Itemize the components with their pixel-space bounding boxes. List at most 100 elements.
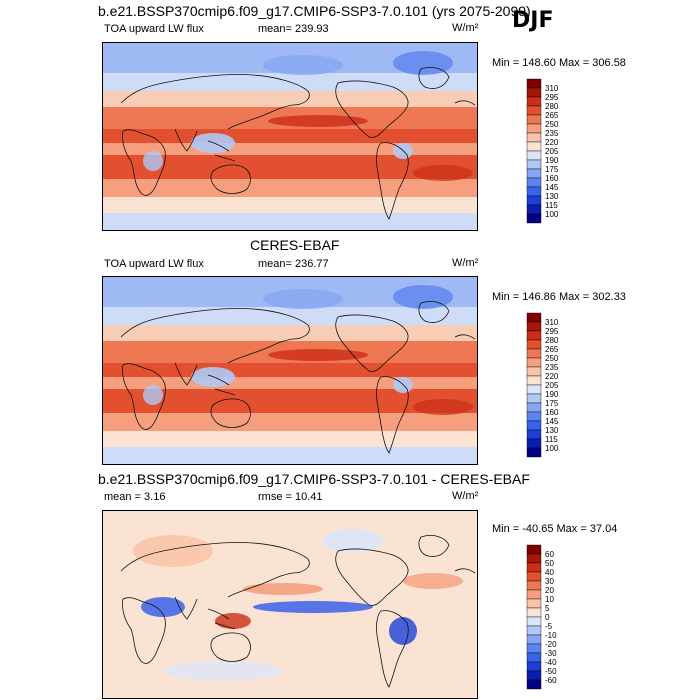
map-band: [103, 363, 477, 377]
map-band: [103, 447, 477, 464]
map-field-patch: [323, 529, 383, 553]
colorbar-tick-label: -20: [545, 640, 557, 649]
colorbar-box: [526, 625, 542, 636]
colorbar-box: [526, 447, 542, 458]
colorbar-box: [526, 87, 542, 98]
colorbar-tick-label: 145: [545, 417, 559, 426]
map-band: [103, 213, 477, 230]
colorbar-box: [526, 571, 542, 582]
colorbar-tick-label: 310: [545, 84, 559, 93]
colorbar-tick-label: 10: [545, 595, 554, 604]
map-field-patch: [413, 399, 473, 415]
colorbar-tick-label: 160: [545, 174, 559, 183]
panel3-map: [102, 510, 478, 699]
map-field-patch: [413, 165, 473, 181]
map-field-patch: [268, 349, 368, 361]
colorbar-tick-label: 130: [545, 426, 559, 435]
coastline-path: [335, 314, 409, 372]
colorbar-box: [526, 312, 542, 323]
colorbar-tick-label: 265: [545, 111, 559, 120]
colorbar-box: [526, 339, 542, 350]
colorbar-box: [526, 213, 542, 224]
colorbar-box: [526, 411, 542, 422]
panel3-colorbar: 60 50 40 30 20 10 5 0 -5 -10 -20 -30 -40 -50 -60: [526, 544, 587, 691]
colorbar-box: [526, 132, 542, 143]
colorbar-box: [526, 598, 542, 609]
colorbar-box: [526, 195, 542, 206]
coastline-path: [207, 374, 236, 396]
coastline-path: [174, 596, 198, 620]
coastlines: [120, 301, 476, 454]
colorbar-box: [526, 159, 542, 170]
map-field-patch: [143, 151, 163, 171]
coastlines: [120, 535, 476, 688]
coastline-path: [418, 535, 450, 557]
panel2-minmax: Min = 146.86 Max = 302.33: [492, 291, 626, 303]
colorbar-box: [526, 204, 542, 215]
map-field-patch: [253, 601, 373, 613]
map-field-patch: [263, 55, 343, 75]
colorbar-tick-label: -40: [545, 658, 557, 667]
colorbar-tick-label: 40: [545, 568, 554, 577]
coastline-path: [376, 376, 409, 454]
colorbar-tick-label: 295: [545, 93, 559, 102]
colorbar-box: [526, 607, 542, 618]
colorbar-box: [526, 393, 542, 404]
coastline-path: [210, 632, 251, 662]
colorbar-tick-label: -50: [545, 667, 557, 676]
colorbar-box: [526, 366, 542, 377]
map-band: [103, 129, 477, 143]
map-field-patch: [243, 583, 323, 595]
map-band: [103, 413, 477, 431]
colorbar-box: [526, 375, 542, 386]
map-band: [103, 91, 477, 107]
colorbar-box: [526, 330, 542, 341]
colorbar-tick-label: 175: [545, 399, 559, 408]
panel2-title: CERES-EBAF: [250, 237, 340, 253]
coastline-path: [207, 608, 236, 630]
colorbar-box: [526, 96, 542, 107]
colorbar-box: [526, 78, 542, 89]
colorbar-tick-label: 130: [545, 192, 559, 201]
colorbar-box: [526, 589, 542, 600]
colorbar-tick-label: 205: [545, 381, 559, 390]
season-label: DJF: [512, 8, 554, 33]
colorbar-box: [526, 168, 542, 179]
coastline-path: [418, 301, 450, 323]
panel3-minmax: Min = -40.65 Max = 37.04: [492, 523, 618, 535]
colorbar-box: [526, 420, 542, 431]
coastline-path: [207, 140, 236, 162]
colorbar-tick-label: 190: [545, 390, 559, 399]
colorbar-box: [526, 670, 542, 681]
map-field-patch: [389, 617, 417, 645]
coastlines: [120, 67, 476, 220]
colorbar-tick-label: 160: [545, 408, 559, 417]
colorbar-tick-label: 235: [545, 129, 559, 138]
coastline-path: [120, 542, 310, 598]
panel3-mean: mean = 3.16: [104, 491, 166, 503]
colorbar-tick-label: 250: [545, 354, 559, 363]
colorbar-tick-label: 115: [545, 201, 558, 210]
colorbar-box: [526, 652, 542, 663]
map-field-patch: [403, 573, 463, 589]
panel2-mean: mean= 236.77: [258, 258, 329, 270]
colorbar-tick-label: 190: [545, 156, 559, 165]
colorbar-tick-label: -5: [545, 622, 553, 631]
panel3-rmse: rmse = 10.41: [258, 491, 323, 503]
colorbar-tick-label: 20: [545, 586, 554, 595]
colorbar-box: [526, 643, 542, 654]
map-band: [103, 325, 477, 341]
colorbar-tick-label: 235: [545, 363, 559, 372]
colorbar-box: [526, 402, 542, 413]
colorbar-tick-label: 280: [545, 102, 559, 111]
coastline-path: [174, 128, 198, 152]
colorbar-box: [526, 616, 542, 627]
panel2-colorbar: 310 295 280 265 250 235 220 205 190 175 160 145 130 1…: [526, 312, 587, 459]
colorbar-tick-label: 60: [545, 550, 554, 559]
coastline-path: [454, 568, 476, 574]
coastline-path: [376, 142, 409, 220]
map-field-patch: [263, 289, 343, 309]
panel1-variable: TOA upward LW flux: [104, 23, 204, 35]
colorbar-tick-label: 100: [545, 210, 559, 219]
coastline-path: [122, 597, 166, 664]
